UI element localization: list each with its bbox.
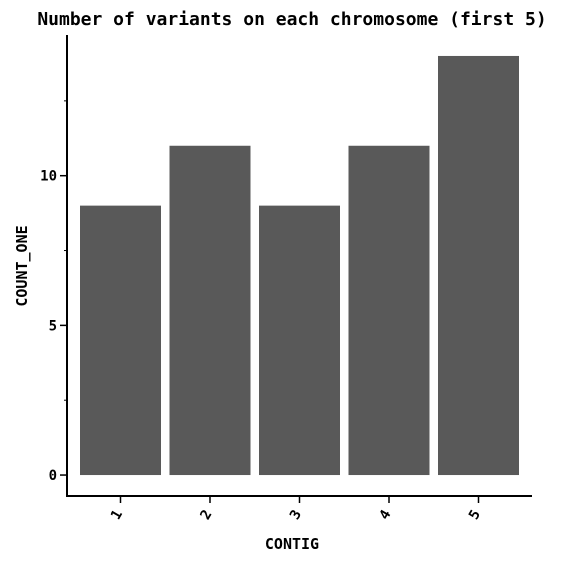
x-tick-label: 4 <box>376 507 394 522</box>
x-tick-label: 3 <box>287 507 305 522</box>
y-tick-label: 5 <box>49 318 57 334</box>
x-tick-label: 1 <box>108 507 126 522</box>
x-axis-label: CONTIG <box>265 535 319 553</box>
x-ticks-layer: 1 2 3 4 5 <box>108 496 484 523</box>
bar-4 <box>348 145 430 476</box>
bars-layer <box>80 55 519 476</box>
bar-3 <box>259 205 340 476</box>
bar-2 <box>169 145 251 476</box>
x-tick-label: 5 <box>466 507 484 522</box>
chart-title: Number of variants on each chromosome (f… <box>37 9 546 30</box>
bar-1 <box>80 205 161 476</box>
y-tick-label: 10 <box>40 169 57 185</box>
x-tick-label: 2 <box>197 507 215 522</box>
bar-5 <box>438 55 519 476</box>
y-axis-label: COUNT_ONE <box>13 225 31 306</box>
y-tick-label: 0 <box>49 468 57 484</box>
y-ticks-layer: 0 5 10 <box>40 100 67 484</box>
